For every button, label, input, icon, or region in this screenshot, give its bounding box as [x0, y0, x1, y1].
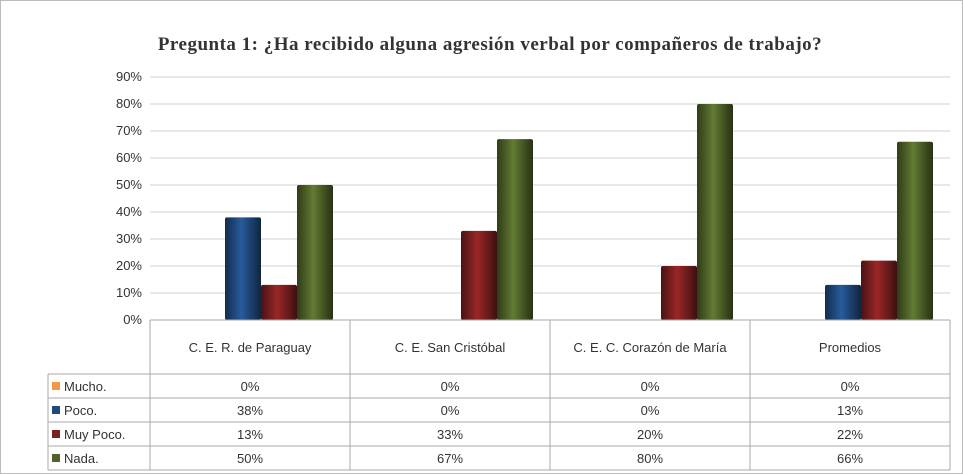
table-value: 0% — [640, 402, 660, 418]
table-value: 22% — [836, 426, 864, 442]
legend-label: Poco. — [64, 402, 98, 418]
y-tick-label: 10% — [115, 285, 142, 300]
bar — [661, 266, 697, 320]
table-value: 80% — [636, 450, 664, 466]
x-tick-label: C. E. C. Corazón de María — [573, 339, 727, 355]
legend-label: Nada. — [64, 450, 99, 466]
table-value: 0% — [240, 378, 260, 394]
chart-title: Pregunta 1: ¿Ha recibido alguna agresión… — [157, 34, 823, 55]
legend-key — [52, 406, 60, 414]
y-tick-label: 70% — [115, 123, 142, 138]
table-value: 66% — [836, 450, 864, 466]
y-tick-label: 20% — [115, 258, 142, 273]
y-tick-label: 90% — [115, 69, 142, 84]
table-value: 0% — [640, 378, 660, 394]
y-tick-label: 50% — [115, 177, 142, 192]
table-value: 0% — [440, 378, 460, 394]
legend-label: Mucho. — [64, 378, 107, 394]
legend-entry: Nada. — [52, 446, 99, 470]
y-tick-label: 30% — [115, 231, 142, 246]
table-value: 50% — [236, 450, 264, 466]
bar — [861, 260, 897, 320]
table-value: 13% — [836, 402, 864, 418]
table-value: 13% — [236, 426, 264, 442]
legend-entry: Mucho. — [52, 374, 107, 398]
bar — [897, 141, 933, 320]
legend-entry: Poco. — [52, 398, 97, 422]
x-tick-label: C. E. R. de Paraguay — [188, 339, 312, 355]
legend-label: Muy Poco. — [64, 426, 126, 442]
legend-key — [52, 454, 60, 462]
y-tick-label: 80% — [115, 96, 142, 111]
bar — [497, 139, 533, 320]
y-tick-label: 40% — [115, 204, 142, 219]
bar — [697, 104, 733, 320]
legend-key — [52, 382, 60, 390]
y-tick-label: 0% — [123, 312, 142, 327]
table-value: 38% — [236, 402, 264, 418]
table-value: 33% — [436, 426, 464, 442]
x-tick-label: Promedios — [818, 339, 882, 355]
bar — [297, 185, 333, 320]
table-value: 0% — [440, 402, 460, 418]
table-value: 0% — [840, 378, 860, 394]
bar — [225, 217, 261, 320]
bar — [461, 230, 497, 320]
x-tick-label: C. E. San Cristóbal — [394, 339, 506, 355]
y-tick-label: 60% — [115, 150, 142, 165]
bar — [261, 284, 297, 320]
legend-key — [52, 430, 60, 438]
legend-entry: Muy Poco. — [52, 422, 125, 446]
table-value: 67% — [436, 450, 464, 466]
table-value: 20% — [636, 426, 664, 442]
bar — [825, 284, 861, 320]
